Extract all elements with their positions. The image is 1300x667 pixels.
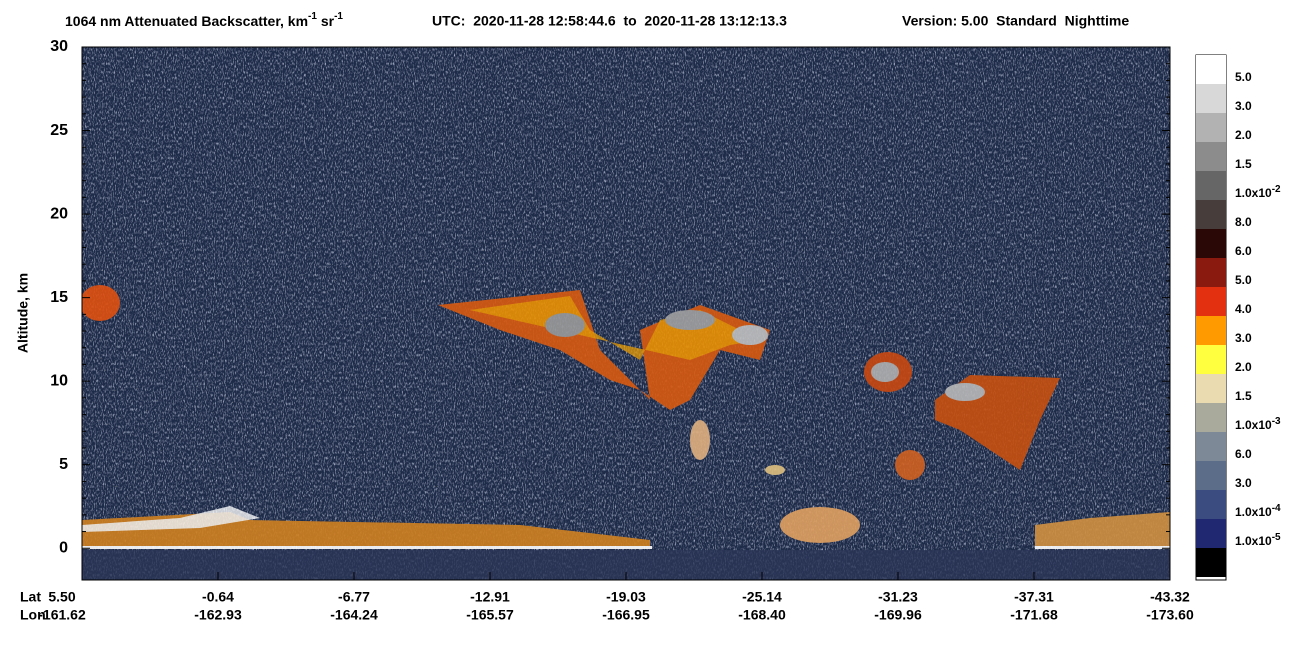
colorbar-swatch bbox=[1196, 374, 1226, 403]
curtain bbox=[82, 47, 1170, 580]
y-tick-label: 0 bbox=[59, 539, 68, 556]
colorbar-swatch bbox=[1196, 200, 1226, 229]
colorbar-label: 6.0 bbox=[1235, 447, 1252, 461]
colorbar-label-exp: -5 bbox=[1272, 532, 1281, 543]
colorbar-label-text: 1.5 bbox=[1235, 389, 1252, 403]
x-row-name: Lon bbox=[20, 607, 46, 623]
x-tick-label: -37.31 bbox=[1014, 589, 1054, 605]
colorbar-swatch bbox=[1196, 287, 1226, 316]
colorbar-label-text: 6.0 bbox=[1235, 244, 1252, 258]
colorbar-label: 1.5 bbox=[1235, 389, 1252, 403]
x-tick-label: -25.14 bbox=[742, 589, 782, 605]
x-tick-label: -161.62 bbox=[38, 607, 86, 623]
x-tick-label: -164.24 bbox=[330, 607, 378, 623]
colorbar-swatch bbox=[1196, 316, 1226, 345]
colorbar-label-text: 2.0 bbox=[1235, 360, 1252, 374]
colorbar-swatch bbox=[1196, 171, 1226, 200]
x-tick-label: -168.40 bbox=[738, 607, 786, 623]
colorbar-label-text: 5.0 bbox=[1235, 273, 1252, 287]
colorbar-label: 1.0x10-2 bbox=[1235, 184, 1281, 201]
x-tick-label: -6.77 bbox=[338, 589, 370, 605]
colorbar-label-text: 3.0 bbox=[1235, 476, 1252, 490]
x-tick-label: -162.93 bbox=[194, 607, 242, 623]
x-tick-label: -165.57 bbox=[466, 607, 514, 623]
y-tick-label: 5 bbox=[59, 456, 68, 473]
y-tick-label: 20 bbox=[50, 205, 68, 222]
colorbar-label-text: 1.0x10 bbox=[1235, 534, 1272, 548]
colorbar-label: 1.5 bbox=[1235, 157, 1252, 171]
colorbar-label: 1.0x10-4 bbox=[1235, 503, 1281, 520]
colorbar-label-text: 3.0 bbox=[1235, 331, 1252, 345]
colorbar-label: 8.0 bbox=[1235, 215, 1252, 229]
title-text: 1064 nm Attenuated Backscatter, km bbox=[65, 13, 308, 29]
x-tick-label: -169.96 bbox=[874, 607, 922, 623]
x-row-name: Lat bbox=[20, 589, 41, 605]
x-tick-label: 5.50 bbox=[48, 589, 75, 605]
x-tick-label: -0.64 bbox=[202, 589, 234, 605]
colorbar-swatch bbox=[1196, 403, 1226, 432]
x-tick-label: -173.60 bbox=[1146, 607, 1194, 623]
x-tick-label: -171.68 bbox=[1010, 607, 1058, 623]
colorbar-label: 5.0 bbox=[1235, 70, 1252, 84]
colorbar-swatch bbox=[1196, 55, 1226, 84]
colorbar-label: 1.0x10-5 bbox=[1235, 532, 1281, 549]
colorbar-label-exp: -4 bbox=[1272, 503, 1281, 514]
colorbar-label: 2.0 bbox=[1235, 128, 1252, 142]
colorbar-swatch bbox=[1196, 432, 1226, 461]
title-exp: -1 bbox=[308, 11, 317, 22]
colorbar-label-exp: -3 bbox=[1272, 416, 1281, 427]
colorbar-swatch bbox=[1196, 490, 1226, 519]
colorbar-swatch bbox=[1196, 345, 1226, 374]
title-text: sr bbox=[317, 13, 335, 29]
title-time: UTC: 2020-11-28 12:58:44.6 to 2020-11-28… bbox=[432, 13, 787, 29]
colorbar-label-text: 1.5 bbox=[1235, 157, 1252, 171]
colorbar-label-text: 4.0 bbox=[1235, 302, 1252, 316]
colorbar-label-text: 5.0 bbox=[1235, 70, 1252, 84]
colorbar-label-text: 2.0 bbox=[1235, 128, 1252, 142]
colorbar-label: 6.0 bbox=[1235, 244, 1252, 258]
x-tick-label: -166.95 bbox=[602, 607, 650, 623]
axes: 0 5 10 15 20 25 30 Lat 5.50 -0.64 -6.77 -12.91 -19.0… bbox=[20, 38, 1194, 622]
colorbar-label-text: 3.0 bbox=[1235, 99, 1252, 113]
colorbar-label-text: 1.0x10 bbox=[1235, 186, 1272, 200]
y-tick-label: 15 bbox=[50, 289, 68, 306]
y-axis-label: Altitude, km bbox=[15, 273, 31, 353]
x-tick-label: -31.23 bbox=[878, 589, 918, 605]
clouds bbox=[82, 285, 1170, 549]
colorbar-label: 2.0 bbox=[1235, 360, 1252, 374]
colorbar-label-text: 8.0 bbox=[1235, 215, 1252, 229]
y-tick-label: 10 bbox=[50, 372, 68, 389]
colorbar-label: 3.0 bbox=[1235, 476, 1252, 490]
y-tick-label: 30 bbox=[50, 38, 68, 55]
colorbar-label-text: 1.0x10 bbox=[1235, 418, 1272, 432]
colorbar-swatch bbox=[1196, 519, 1226, 548]
colorbar-swatch bbox=[1196, 142, 1226, 171]
colorbar-swatch bbox=[1196, 548, 1226, 577]
colorbar-swatch bbox=[1196, 461, 1226, 490]
colorbar-label: 4.0 bbox=[1235, 302, 1252, 316]
colorbar-label: 3.0 bbox=[1235, 331, 1252, 345]
colorbar-swatch bbox=[1196, 113, 1226, 142]
colorbar-swatch bbox=[1196, 258, 1226, 287]
colorbar-swatch bbox=[1196, 84, 1226, 113]
title-quantity: 1064 nm Attenuated Backscatter, km-1 sr-… bbox=[65, 11, 343, 29]
title-version: Version: 5.00 Standard Nighttime bbox=[902, 13, 1129, 29]
colorbar-label-exp: -2 bbox=[1272, 184, 1281, 195]
colorbar-label: 3.0 bbox=[1235, 99, 1252, 113]
y-tick-label: 25 bbox=[50, 122, 68, 139]
colorbar-label-text: 6.0 bbox=[1235, 447, 1252, 461]
colorbar-label: 1.0x10-3 bbox=[1235, 416, 1281, 433]
x-tick-label: -43.32 bbox=[1150, 589, 1190, 605]
title: 1064 nm Attenuated Backscatter, km-1 sr-… bbox=[65, 11, 1129, 29]
title-exp: -1 bbox=[334, 11, 343, 22]
x-tick-label: -12.91 bbox=[470, 589, 510, 605]
colorbar-swatch bbox=[1196, 229, 1226, 258]
colorbar-label: 5.0 bbox=[1235, 273, 1252, 287]
colorbar-label-text: 1.0x10 bbox=[1235, 505, 1272, 519]
x-tick-label: -19.03 bbox=[606, 589, 646, 605]
